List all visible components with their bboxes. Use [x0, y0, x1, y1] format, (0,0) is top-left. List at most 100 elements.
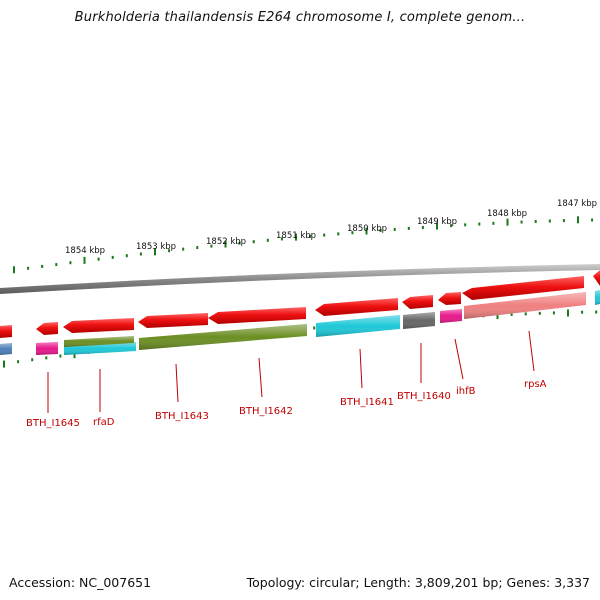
inner-tick — [567, 309, 569, 317]
ruler-tick — [83, 256, 86, 264]
ruler-tick — [577, 216, 579, 224]
ruler-tick — [111, 255, 114, 259]
cds-features — [0, 270, 600, 338]
ruler-labels: 1854 kbp 1853 kbp 1852 kbp 1851 kbp 1850 kbp… — [65, 199, 597, 256]
gene-label-leader — [454, 338, 464, 380]
ruler-label: 1850 kbp — [347, 224, 387, 234]
gene-feature-shade — [64, 336, 134, 347]
ruler-tick — [407, 226, 410, 230]
gene-feature-shade — [316, 315, 400, 337]
ruler-tick — [224, 240, 227, 248]
ruler-tick — [280, 237, 283, 241]
gene-label[interactable]: BTH_I1643 — [155, 411, 209, 422]
ruler-tick — [295, 233, 297, 241]
ruler-tick — [478, 222, 481, 226]
inner-tick — [595, 310, 598, 314]
ruler-label: 1853 kbp — [136, 242, 176, 252]
ruler-tick — [13, 266, 15, 274]
backbone-arc — [0, 264, 600, 294]
gene-feature-shade — [139, 324, 307, 350]
cds-arrow — [208, 307, 306, 324]
ruler-tick — [365, 227, 368, 235]
ruler-tick — [309, 234, 312, 238]
inner-tick — [17, 360, 20, 364]
inner-tick — [510, 312, 513, 316]
ruler-tick — [393, 227, 396, 231]
gene-label-leader — [258, 357, 263, 398]
ruler-tick — [323, 233, 326, 237]
gene-feature-shade — [464, 292, 586, 319]
ruler-tick — [562, 219, 565, 223]
inner-tick — [31, 358, 34, 362]
inner-tick — [45, 356, 48, 360]
inner-tick — [73, 351, 76, 359]
ruler-tick — [534, 219, 537, 223]
ruler-tick — [436, 222, 438, 230]
inner-tick — [313, 326, 316, 330]
ruler-tick — [139, 252, 142, 256]
ruler-tick — [421, 225, 424, 229]
gene-features — [0, 290, 600, 355]
cds-arrow — [315, 298, 398, 316]
cds-arrow — [462, 276, 584, 300]
gene-label[interactable]: ihfB — [456, 386, 476, 397]
ruler-tick — [97, 257, 100, 261]
ruler-label: 1854 kbp — [65, 246, 105, 256]
gene-label-leader — [528, 330, 535, 372]
ruler-tick — [591, 218, 594, 222]
cds-arrow — [138, 313, 208, 328]
inner-tick — [3, 360, 5, 368]
cds-arrow — [0, 325, 12, 338]
gene-label[interactable]: rfaD — [93, 417, 115, 428]
ruler-tick — [210, 244, 213, 248]
ruler-tick — [337, 232, 340, 236]
ruler-tick — [168, 249, 171, 253]
cds-arrow — [36, 322, 58, 335]
map-title: Burkholderia thailandensis E264 chromoso… — [74, 10, 526, 25]
ruler-tick — [69, 261, 72, 265]
ruler-tick — [55, 263, 58, 267]
ruler-label: 1851 kbp — [276, 231, 316, 241]
ruler-label: 1849 kbp — [417, 217, 457, 227]
ruler-tick — [238, 241, 241, 245]
ruler-tick — [154, 248, 156, 256]
accession-text: Accession: NC_007651 — [9, 575, 152, 590]
ruler-tick — [266, 238, 269, 242]
ruler-tick — [252, 240, 255, 244]
cds-arrow — [438, 292, 461, 305]
inner-tick — [538, 311, 541, 315]
ruler-tick — [464, 223, 467, 227]
gene-label[interactable]: BTH_I1642 — [239, 406, 293, 417]
gene-feature-shade — [595, 290, 600, 305]
inner-tick — [524, 312, 527, 316]
gene-label[interactable]: BTH_I1645 — [26, 418, 80, 429]
gene-label-leader — [359, 348, 363, 389]
inner-tick — [552, 311, 555, 315]
gene-label[interactable]: BTH_I1640 — [397, 391, 451, 402]
inner-tick — [59, 354, 62, 358]
ruler-label: 1847 kbp — [557, 199, 597, 209]
cds-arrow — [63, 318, 134, 333]
gene-label-leader — [175, 363, 179, 403]
inner-tick — [496, 312, 499, 320]
ruler-tick — [27, 266, 30, 270]
ruler-tick — [182, 247, 185, 251]
ruler-tick — [125, 254, 128, 258]
cds-arrow — [402, 295, 433, 309]
gene-labels: BTH_I1645 rfaD BTH_I1643 BTH_I1642 BTH_I1641… — [26, 330, 547, 429]
ruler-tick — [548, 219, 551, 223]
gene-feature-shade — [403, 312, 435, 329]
ruler-tick — [450, 224, 453, 228]
ruler-tick — [492, 221, 495, 225]
ruler-tick — [41, 264, 44, 268]
gene-label[interactable]: rpsA — [524, 379, 547, 390]
ruler-tick — [379, 228, 382, 232]
ruler-tick — [351, 231, 354, 235]
gene-label[interactable]: BTH_I1641 — [340, 397, 394, 408]
gene-feature-shade — [440, 309, 462, 323]
genome-summary-text: Topology: circular; Length: 3,809,201 bp… — [246, 575, 590, 590]
ruler-tick — [520, 220, 523, 224]
gene-feature-shade — [36, 342, 58, 355]
gene-feature-shade — [0, 343, 12, 355]
